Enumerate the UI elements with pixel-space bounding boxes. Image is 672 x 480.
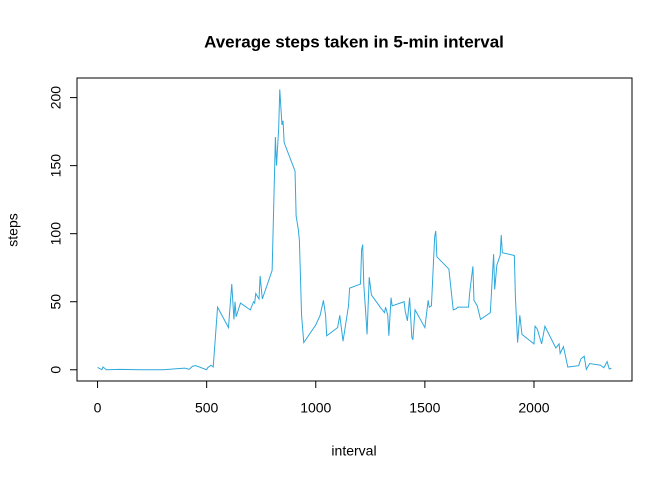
x-tick-label: 2000 [518,400,549,416]
data-line [97,89,612,371]
x-tick-label: 0 [94,400,102,416]
y-tick-label: 200 [48,86,64,110]
y-tick-label: 100 [48,222,64,246]
y-tick-label: 150 [48,154,64,178]
y-axis-label: steps [5,213,21,246]
x-axis-label: interval [331,443,376,459]
chart-title: Average steps taken in 5-min interval [204,32,504,51]
x-tick-label: 500 [195,400,219,416]
y-tick-label: 50 [48,294,64,310]
x-tick-label: 1500 [409,400,440,416]
y-tick-label: 0 [48,366,64,374]
x-tick-label: 1000 [300,400,331,416]
